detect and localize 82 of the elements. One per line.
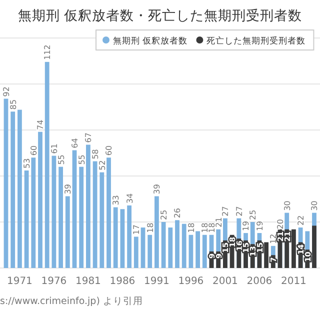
data-label: 61 [50,144,59,154]
bar [79,166,84,268]
bar [127,205,132,268]
data-label: 55 [77,154,86,165]
data-label: 18 [208,222,216,233]
data-label: 39 [152,184,162,194]
bar [175,220,180,268]
data-label: 60 [29,145,38,156]
bar [168,228,173,268]
x-tick-label: 1991 [144,276,170,287]
data-label: 60 [104,145,114,156]
data-label: 26 [173,208,182,218]
data-label: 112 [43,44,52,60]
data-label: 30 [310,200,320,211]
legend-label: 無期刑 仮釈放者数 [113,36,188,46]
data-label: 27 [221,206,230,216]
data-label: 18 [200,222,210,233]
bar [264,242,268,268]
x-tick-label: 1976 [41,276,67,287]
bar [196,231,200,268]
data-label: 67 [84,132,94,143]
bar [182,224,186,268]
bar [86,144,90,268]
bar [10,112,16,268]
bar [161,222,166,268]
bar [106,158,111,268]
bar [65,196,70,268]
x-tick-label: 2001 [212,276,238,287]
bar [18,110,22,268]
data-label: 55 [56,154,66,165]
bar [38,132,42,268]
bar [52,156,56,268]
text: s://www.crimeinfo.jp) より引用 [0,296,143,307]
data-label: 20 [276,219,285,230]
x-tick-label: 1986 [110,276,136,287]
data-label: 34 [125,193,134,204]
data-label: 53 [22,158,32,168]
data-label: 64 [70,138,80,148]
bar [140,228,146,268]
chart-title: 無期刑 仮釈放者数・死亡した無期刑受刑者数 [18,8,302,24]
data-label: 39 [64,184,73,194]
bar [154,196,159,268]
bar [120,209,125,268]
x-tick-label: 1981 [75,276,101,287]
data-label: 92 [2,86,11,97]
data-label: 12 [269,234,278,244]
bar [312,226,316,268]
data-label: 21 [214,217,224,228]
legend-label: 死亡した無期刑受刑者数 [206,36,306,46]
data-label: 18 [146,222,155,233]
bar [188,234,194,268]
data-label: 74 [36,120,46,130]
bar [292,229,296,268]
data-label: 19 [242,220,251,232]
data-label: 58 [91,149,100,160]
bar [134,236,138,268]
bar [4,98,8,268]
bar [58,166,63,268]
x-tick-label: 2006 [246,276,272,287]
bar [24,170,29,268]
data-label: 85 [8,99,18,110]
bar [31,158,36,268]
bar [72,150,77,268]
data-label: 22 [296,215,306,226]
data-label: 52 [98,160,107,170]
x-tick-label: 2011 [280,276,306,287]
data-label: 25 [248,210,258,220]
data-label: 33 [112,195,121,206]
x-tick-label: 1996 [178,276,204,287]
data-label: 30 [282,200,292,211]
data-label: 27 [234,206,244,216]
data-label: 18 [186,222,196,233]
data-label: 25 [160,210,169,220]
bar [113,207,118,268]
bar [148,234,152,268]
bar [100,172,104,268]
x-tick-label: 1971 [6,276,32,287]
data-label: 19 [255,220,264,232]
bar [92,161,98,268]
bar [202,234,207,268]
bar [44,62,50,268]
data-label: 17 [132,224,142,235]
